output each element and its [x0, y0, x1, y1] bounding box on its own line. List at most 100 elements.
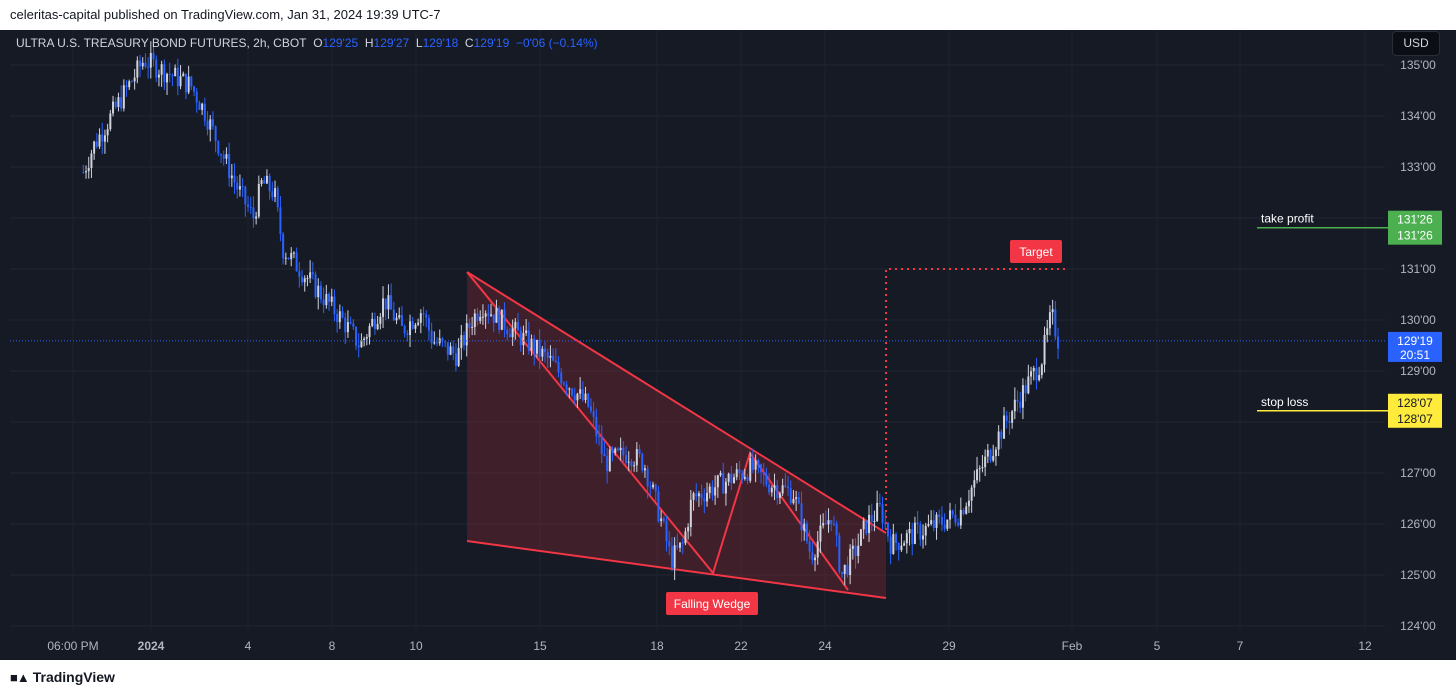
candle-body	[1024, 385, 1027, 394]
candle-body	[282, 234, 285, 259]
candle-body	[311, 272, 314, 275]
low-label: L	[415, 36, 423, 50]
candle-body	[719, 472, 722, 476]
candle-body	[538, 339, 541, 357]
candle-body	[716, 475, 719, 488]
candle-body	[832, 523, 835, 525]
candle-body	[214, 126, 217, 142]
tradingview-logo[interactable]: ■▲ TradingView	[10, 669, 115, 685]
candle-body	[743, 476, 746, 479]
candle-body	[1016, 399, 1019, 402]
candle-body	[938, 514, 941, 517]
candle-body	[209, 119, 212, 130]
candle-body	[900, 545, 903, 551]
candle-body	[203, 103, 206, 121]
candle-body	[930, 520, 933, 524]
candle-body	[419, 313, 422, 323]
time-tick-label: Feb	[1062, 639, 1083, 653]
candle-body	[122, 85, 125, 109]
candle-body	[884, 522, 887, 524]
candle-body	[943, 524, 946, 529]
price-chart[interactable]: 124'00125'00126'00127'00128'00129'00130'…	[0, 30, 1456, 660]
candle-body	[932, 520, 935, 528]
candle-body	[460, 335, 463, 348]
candle-body	[414, 324, 417, 329]
candle-body	[376, 323, 379, 329]
candle-body	[662, 518, 665, 521]
candle-body	[319, 285, 322, 300]
candle-body	[430, 330, 433, 344]
candle-body	[519, 330, 522, 346]
candle-body	[390, 295, 393, 310]
candle-body	[330, 296, 333, 302]
candle-body	[654, 484, 657, 492]
candle-body	[673, 545, 676, 568]
take-profit-price: 131'26	[1397, 229, 1433, 243]
candle-body	[749, 457, 752, 481]
candle-body	[984, 456, 987, 468]
candle-body	[533, 338, 536, 354]
candle-body	[152, 52, 155, 60]
candle-body	[846, 564, 849, 575]
candle-body	[814, 557, 817, 561]
candle-body	[179, 76, 182, 87]
candle-body	[751, 457, 754, 470]
candle-body	[109, 113, 112, 130]
candle-body	[616, 448, 619, 451]
candle-body	[244, 186, 247, 205]
candle-body	[468, 323, 471, 328]
candle-body	[149, 52, 152, 68]
candle-body	[598, 436, 601, 438]
candle-body	[1030, 371, 1033, 377]
candle-body	[703, 498, 706, 502]
candle-body	[630, 461, 633, 467]
candle-body	[1035, 368, 1038, 381]
candle-body	[689, 499, 692, 528]
candle-body	[670, 546, 673, 568]
time-tick-label: 24	[818, 639, 832, 653]
candle-body	[368, 326, 371, 338]
candle-body	[454, 353, 457, 366]
candle-body	[641, 453, 644, 471]
candle-body	[967, 500, 970, 507]
take-profit-price: 131'26	[1397, 213, 1433, 227]
symbol-title: ULTRA U.S. TREASURY BOND FUTURES, 2h, CB…	[16, 36, 307, 50]
candle-body	[163, 64, 166, 83]
candle-body	[274, 188, 277, 198]
candle-body	[970, 487, 973, 501]
candle-body	[819, 525, 822, 542]
candle-body	[622, 447, 625, 456]
time-tick-label: 18	[650, 639, 664, 653]
candle-body	[1057, 336, 1060, 349]
candle-body	[1021, 385, 1024, 408]
candle-body	[187, 76, 190, 93]
candle-body	[811, 551, 814, 561]
target-badge	[1010, 240, 1062, 263]
candle-body	[1013, 399, 1016, 412]
candle-body	[784, 485, 787, 487]
candle-body	[249, 206, 252, 208]
candle-body	[730, 473, 733, 484]
candle-body	[994, 449, 997, 456]
candle-body	[619, 447, 622, 451]
candle-body	[444, 341, 447, 343]
time-tick-label: 29	[942, 639, 956, 653]
candle-body	[176, 67, 179, 87]
candle-body	[614, 448, 617, 453]
candle-body	[136, 60, 139, 78]
candle-body	[692, 493, 695, 500]
candle-body	[652, 484, 655, 488]
candle-body	[238, 186, 241, 190]
currency-button[interactable]: USD	[1392, 31, 1440, 56]
candle-body	[795, 497, 798, 499]
chart-frame[interactable]: 124'00125'00126'00127'00128'00129'00130'…	[0, 30, 1456, 660]
candle-body	[395, 317, 398, 321]
candle-body	[635, 449, 638, 466]
candle-body	[193, 86, 196, 92]
candle-body	[684, 531, 687, 544]
candle-body	[735, 469, 738, 478]
candle-body	[525, 330, 528, 334]
candle-body	[141, 62, 144, 67]
candle-body	[352, 323, 355, 327]
candle-body	[303, 278, 306, 283]
